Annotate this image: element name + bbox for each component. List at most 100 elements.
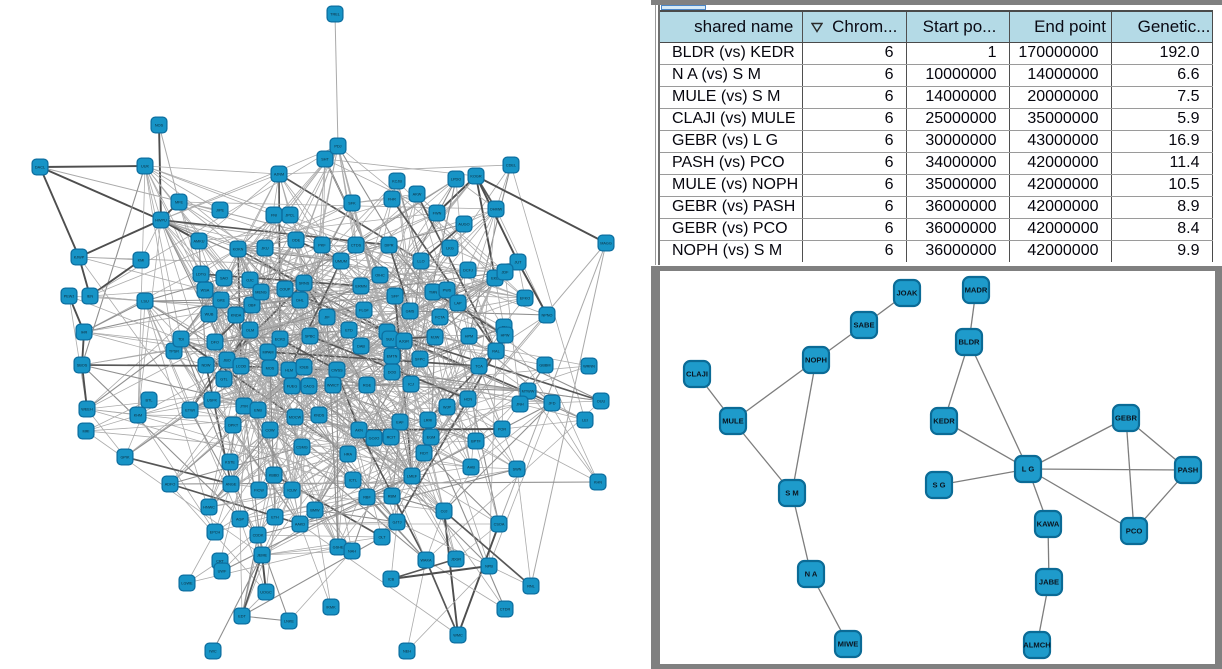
svg-text:WUB: WUB [205,313,214,317]
svg-text:NPNO: NPNO [542,314,553,318]
svg-text:SUU: SUU [386,338,394,342]
svg-text:WWCT: WWCT [327,384,340,388]
svg-text:LAP: LAP [454,302,462,306]
svg-text:RBM: RBM [388,495,396,499]
svg-text:EKD: EKD [491,277,499,281]
svg-text:WAKA: WAKA [420,559,432,563]
svg-text:AUGO: AUGO [458,223,469,227]
svg-text:CLAJI: CLAJI [686,370,708,379]
svg-text:AJGR: AJGR [399,340,409,344]
svg-text:GOJO: GOJO [369,437,380,441]
svg-text:EMTN: EMTN [387,355,398,359]
svg-text:LGWE: LGWE [181,582,193,586]
svg-text:UUK: UUK [141,165,149,169]
svg-text:NPB: NPB [485,565,493,569]
svg-text:ALMCH: ALMCH [1023,641,1050,650]
svg-text:KOKN: KOKN [233,248,244,252]
svg-text:FHR: FHR [388,198,396,202]
svg-text:AKN: AKN [355,429,363,433]
svg-text:LEI: LEI [582,419,588,423]
svg-text:AGP: AGP [236,518,244,522]
svg-text:LLO: LLO [417,260,424,264]
svg-text:ERMN: ERMN [355,285,366,289]
svg-text:LRRI: LRRI [424,419,433,423]
svg-text:JUT: JUT [515,261,523,265]
svg-text:HCN: HCN [464,398,472,402]
svg-text:MADR: MADR [965,286,988,295]
svg-text:GKE: GKE [217,299,225,303]
svg-text:DACL: DACL [35,166,45,170]
svg-text:ICLW: ICLW [287,489,297,493]
svg-text:HPM: HPM [465,335,473,339]
svg-text:CDDK: CDDK [253,534,264,538]
svg-text:LNKE: LNKE [284,620,294,624]
svg-text:COW: COW [265,429,275,433]
svg-text:TMN: TMN [429,291,437,295]
svg-text:RGE: RGE [363,384,372,388]
svg-text:TPSR: TPSR [169,350,179,354]
svg-text:FCTA: FCTA [435,316,445,320]
svg-text:CWSS: CWSS [331,369,343,373]
svg-text:LCOD: LCOD [236,365,247,369]
svg-text:AAKD: AAKD [295,523,306,527]
svg-text:PKF: PKF [318,244,326,248]
svg-text:GMS: GMS [406,310,415,314]
svg-text:KHM: KHM [134,414,142,418]
svg-text:S M: S M [785,489,799,498]
svg-text:GEBR: GEBR [1115,414,1137,423]
svg-text:JFD: JFD [549,402,556,406]
svg-text:ETH: ETH [271,516,279,520]
svg-text:EAF: EAF [396,421,404,425]
svg-text:LMEF: LMEF [407,475,418,479]
svg-text:KNDS: KNDS [314,414,325,418]
svg-text:JABE: JABE [1039,578,1059,587]
svg-text:DIPR: DIPR [384,244,393,248]
svg-text:DAB: DAB [357,345,365,349]
svg-text:MENG: MENG [255,291,266,295]
svg-text:OUU: OUU [597,400,606,404]
svg-text:HWPU: HWPU [155,219,167,223]
svg-text:L G: L G [1022,465,1035,474]
svg-text:IWC: IWC [209,650,217,654]
svg-text:JOAK: JOAK [896,289,918,298]
svg-text:PWS: PWS [443,289,452,293]
svg-text:KAWA: KAWA [1037,520,1060,529]
svg-text:AKW: AKW [413,193,422,197]
svg-text:RNL: RNL [527,585,535,589]
svg-text:KNDA: KNDA [231,314,242,318]
svg-text:JNH: JNH [516,403,524,407]
svg-text:WEEH: WEEH [81,408,93,412]
svg-text:CTDR: CTDR [500,608,511,612]
svg-text:MIWE: MIWE [838,640,859,649]
svg-text:RAL: RAL [492,350,499,354]
svg-text:JBO: JBO [223,359,230,363]
svg-text:CTDS: CTDS [351,244,362,248]
svg-text:NOS: NOS [155,124,164,128]
svg-text:DCFJ: DCFJ [463,269,473,273]
svg-text:CSMG: CSMG [296,446,307,450]
svg-text:KHN: KHN [594,481,602,485]
svg-text:MPAM: MPAM [262,351,273,355]
svg-text:MJW: MJW [431,336,440,340]
svg-text:SBOS: SBOS [77,364,88,368]
svg-text:BMW: BMW [310,509,320,513]
svg-text:OLM: OLM [246,329,254,333]
svg-text:RCIT: RCIT [387,436,397,440]
svg-text:TDI: TDI [178,338,184,342]
svg-text:WSA: WSA [201,289,210,293]
svg-text:LPDO: LPDO [451,178,461,182]
svg-text:N A: N A [805,570,818,579]
svg-text:BPTF: BPTF [471,440,481,444]
svg-text:IHR: IHR [81,331,88,335]
svg-text:LDTG: LDTG [196,273,206,277]
svg-text:FLGF: FLGF [359,309,369,313]
svg-text:MFE: MFE [175,201,183,205]
svg-text:PEWJ: PEWJ [64,295,75,299]
svg-text:OHMW: OHMW [490,208,503,212]
svg-text:CRT: CRT [216,560,224,564]
svg-text:OPKT: OPKT [228,424,239,428]
svg-text:ICTL: ICTL [349,479,357,483]
svg-text:OLT: OLT [378,536,386,540]
svg-text:EGM: EGM [427,436,436,440]
svg-text:KEDR: KEDR [933,417,955,426]
